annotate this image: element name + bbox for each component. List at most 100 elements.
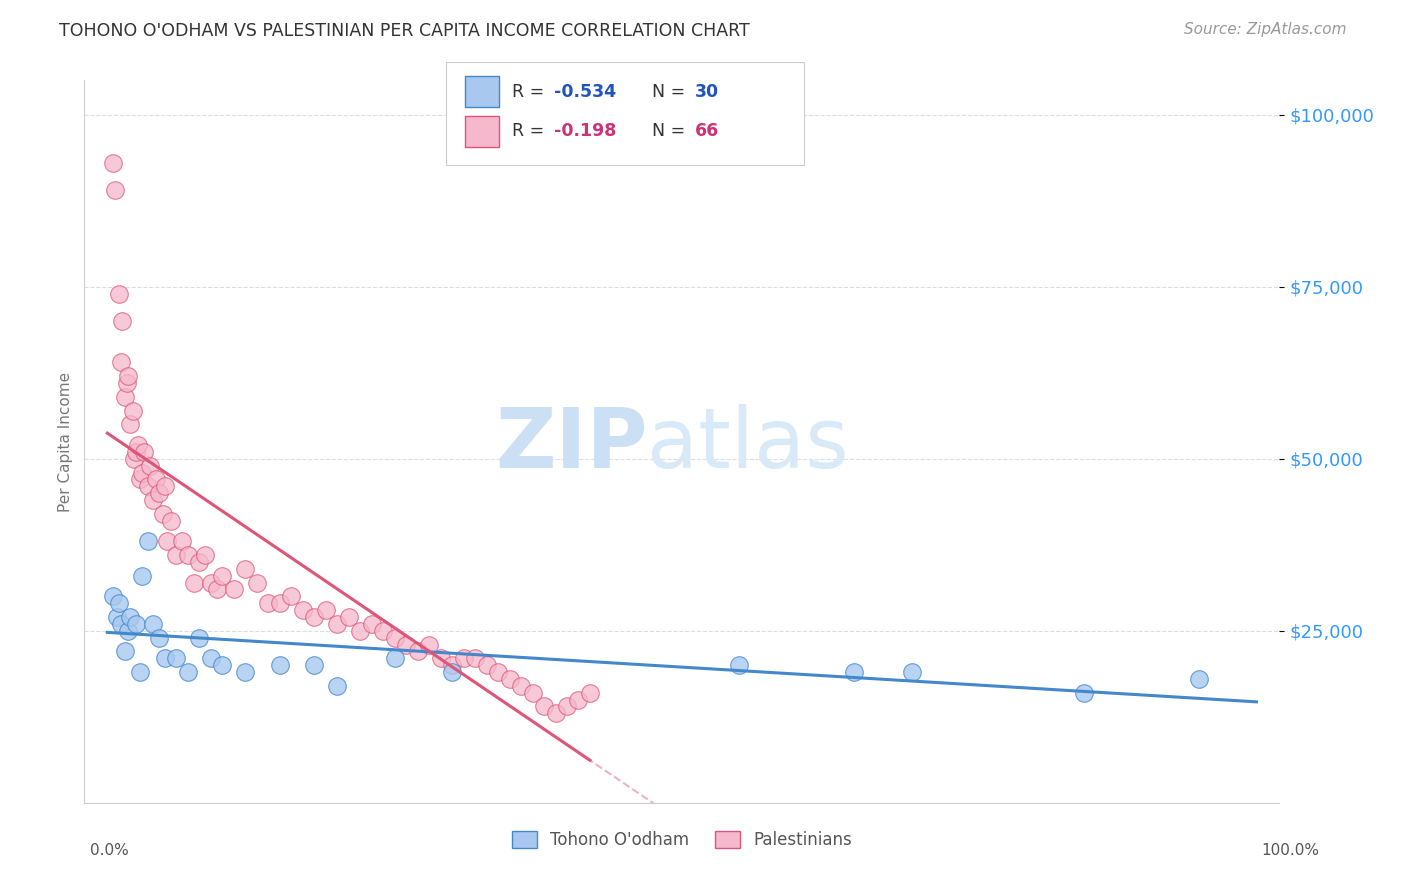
Point: [101, 156, 124, 170]
Point: [194, 548, 217, 562]
Point: [544, 706, 567, 721]
Point: [579, 686, 602, 700]
Point: [406, 644, 429, 658]
Point: [291, 603, 314, 617]
Point: [498, 672, 520, 686]
Point: [326, 679, 349, 693]
Text: 100.0%: 100.0%: [1261, 843, 1320, 858]
Text: atlas: atlas: [647, 404, 849, 485]
Point: [117, 624, 139, 638]
Point: [148, 631, 170, 645]
Text: -0.198: -0.198: [554, 122, 616, 140]
Point: [418, 638, 440, 652]
Point: [441, 658, 464, 673]
Point: [142, 616, 165, 631]
Point: [122, 451, 145, 466]
Point: [349, 624, 371, 638]
Point: [159, 514, 181, 528]
Point: [114, 390, 136, 404]
Point: [108, 286, 131, 301]
Point: [183, 575, 205, 590]
Point: [104, 183, 127, 197]
Point: [153, 479, 176, 493]
Legend: Tohono O'odham, Palestinians: Tohono O'odham, Palestinians: [506, 824, 858, 856]
Point: [326, 616, 349, 631]
Point: [115, 376, 138, 390]
Point: [131, 568, 153, 582]
Point: [246, 575, 269, 590]
Point: [222, 582, 245, 597]
Text: ZIP: ZIP: [495, 404, 647, 485]
Point: [120, 417, 142, 432]
Point: [152, 507, 174, 521]
Point: [453, 651, 475, 665]
Point: [101, 590, 124, 604]
Point: [145, 472, 167, 486]
Text: TOHONO O'ODHAM VS PALESTINIAN PER CAPITA INCOME CORRELATION CHART: TOHONO O'ODHAM VS PALESTINIAN PER CAPITA…: [59, 22, 749, 40]
Text: 30: 30: [695, 83, 718, 101]
Point: [136, 479, 159, 493]
Point: [120, 610, 142, 624]
Point: [188, 555, 211, 569]
Point: [533, 699, 555, 714]
Text: N =: N =: [641, 83, 690, 101]
Text: 0.0%: 0.0%: [90, 843, 129, 858]
Point: [108, 596, 131, 610]
Point: [165, 651, 187, 665]
Point: [105, 610, 128, 624]
Point: [373, 624, 395, 638]
Point: [177, 548, 200, 562]
Point: [315, 603, 337, 617]
Point: [125, 616, 148, 631]
Point: [111, 314, 134, 328]
Point: [136, 534, 159, 549]
Point: [170, 534, 193, 549]
Point: [125, 445, 148, 459]
Point: [127, 438, 149, 452]
Text: R =: R =: [512, 122, 550, 140]
Point: [233, 562, 256, 576]
Point: [567, 692, 589, 706]
Point: [555, 699, 578, 714]
Point: [522, 686, 544, 700]
Y-axis label: Per Capita Income: Per Capita Income: [58, 371, 73, 512]
Point: [302, 658, 325, 673]
Point: [188, 631, 211, 645]
Point: [900, 665, 922, 679]
Point: [200, 651, 222, 665]
Text: 66: 66: [695, 122, 718, 140]
Point: [233, 665, 256, 679]
Point: [128, 472, 150, 486]
Point: [177, 665, 200, 679]
Point: [464, 651, 486, 665]
Point: [257, 596, 280, 610]
Point: [1073, 686, 1095, 700]
Point: [337, 610, 360, 624]
Point: [110, 616, 132, 631]
Point: [486, 665, 509, 679]
Text: N =: N =: [641, 122, 690, 140]
Text: R =: R =: [512, 83, 550, 101]
Point: [211, 568, 233, 582]
Point: [1188, 672, 1211, 686]
Point: [114, 644, 136, 658]
Point: [429, 651, 451, 665]
Point: [132, 445, 156, 459]
Point: [844, 665, 866, 679]
Point: [148, 486, 170, 500]
Point: [269, 658, 291, 673]
Point: [156, 534, 179, 549]
Point: [110, 355, 132, 369]
Point: [117, 369, 139, 384]
Point: [269, 596, 291, 610]
Text: -0.534: -0.534: [554, 83, 616, 101]
Point: [131, 466, 153, 480]
Point: [165, 548, 187, 562]
Point: [395, 638, 418, 652]
Point: [139, 458, 162, 473]
Point: [128, 665, 150, 679]
Point: [200, 575, 222, 590]
Point: [211, 658, 233, 673]
Point: [475, 658, 498, 673]
Point: [205, 582, 228, 597]
